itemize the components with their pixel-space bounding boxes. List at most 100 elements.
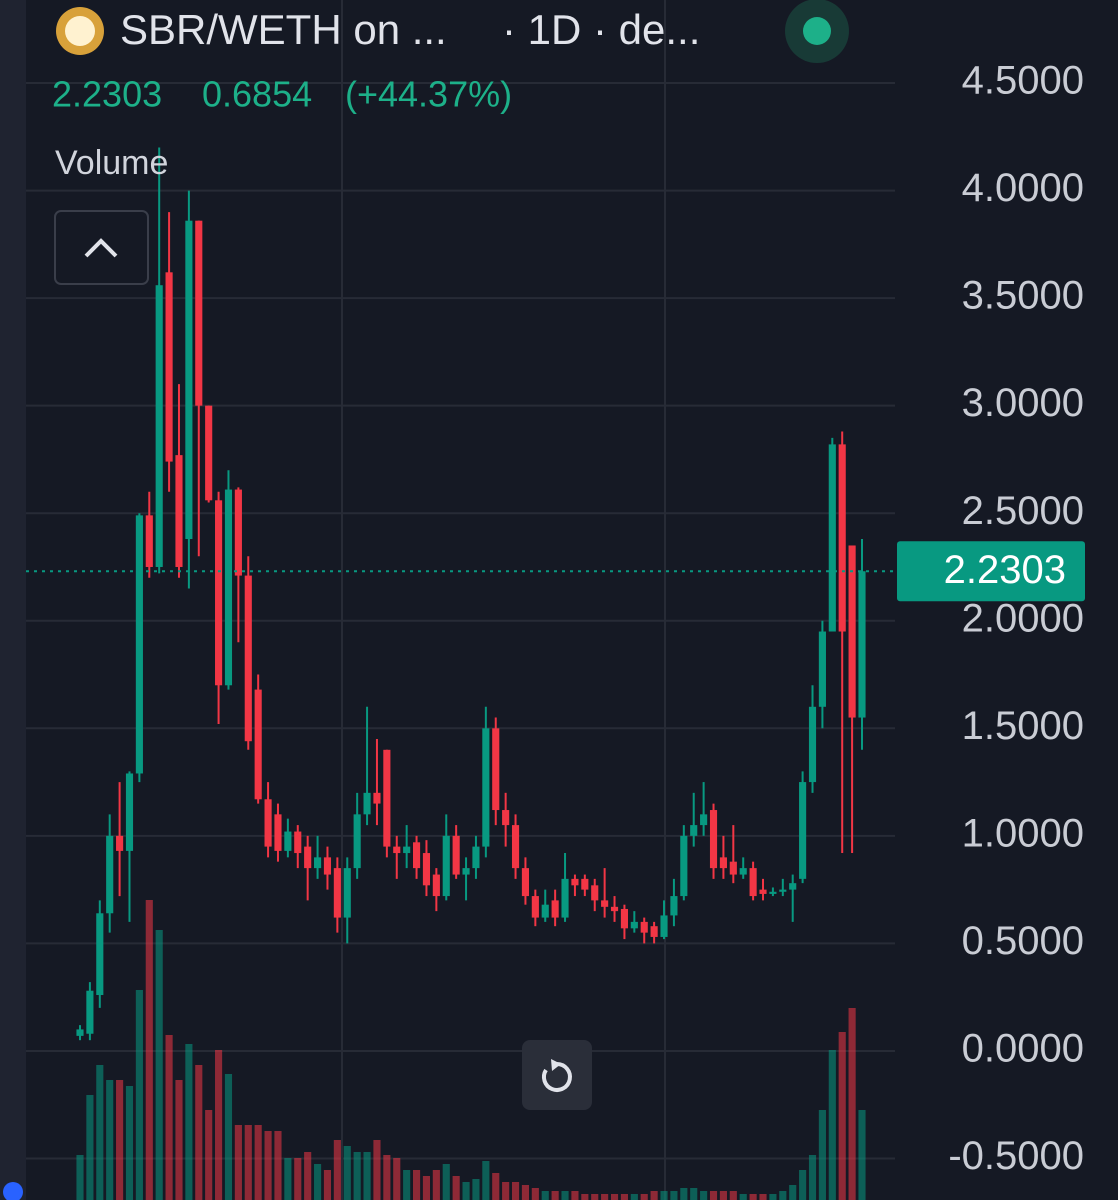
candle-body — [165, 272, 173, 462]
candle-body — [343, 868, 351, 918]
candle-body — [719, 857, 727, 869]
volume-bar — [125, 1086, 134, 1200]
candle-body — [561, 878, 569, 918]
volume-bar — [76, 1155, 84, 1200]
chevron-up — [84, 238, 118, 258]
volume-bar — [234, 1125, 242, 1200]
candle-body — [531, 896, 539, 918]
volume-bar — [442, 1164, 450, 1200]
y-tick-label: 2.5000 — [962, 489, 1084, 533]
candle-body — [215, 500, 223, 686]
candle-body — [422, 853, 431, 886]
candle-body — [779, 889, 787, 892]
volume-bar — [531, 1188, 539, 1200]
reset-arrow — [551, 1059, 561, 1071]
volume-bar — [383, 1155, 391, 1200]
y-tick-label: 3.5000 — [962, 274, 1084, 318]
candle-body — [462, 868, 470, 875]
candle-body — [76, 1029, 84, 1036]
candle-body — [799, 782, 807, 879]
candle-body — [155, 285, 163, 567]
volume-bar — [700, 1191, 708, 1200]
volume-bar — [690, 1188, 698, 1200]
volume-bar — [175, 1080, 183, 1200]
y-tick-label: 4.0000 — [962, 166, 1084, 210]
sidebar — [0, 0, 26, 1200]
candle-body — [403, 846, 411, 854]
candle-body — [472, 846, 480, 869]
volume-bar — [254, 1125, 262, 1200]
volume-bar — [739, 1194, 747, 1200]
candle-body — [601, 900, 609, 907]
candle-body — [135, 515, 143, 774]
volume-bar — [323, 1170, 332, 1200]
candle-body — [660, 915, 668, 937]
candle-body — [502, 810, 510, 826]
volume-bar — [106, 1080, 114, 1200]
candle-body — [729, 861, 737, 875]
volume-bar — [492, 1173, 500, 1200]
y-tick-label: 1.0000 — [962, 811, 1084, 855]
y-tick-label: 1.5000 — [962, 704, 1084, 748]
volume-bar — [571, 1191, 579, 1200]
candle-body — [670, 896, 678, 916]
volume-bar — [789, 1185, 797, 1200]
volume-bar — [284, 1158, 292, 1200]
candle-body — [640, 921, 648, 933]
candle-body — [452, 835, 460, 875]
candle-body — [442, 835, 450, 897]
volume-bar — [333, 1140, 341, 1200]
volume-bar — [373, 1140, 381, 1200]
candle-body — [591, 885, 599, 901]
volume-bar — [452, 1176, 460, 1200]
candle-body — [858, 571, 866, 718]
volume-bar — [858, 1110, 866, 1200]
candle-body — [848, 545, 856, 718]
candle-body — [521, 868, 530, 897]
reset-button-box[interactable] — [522, 1040, 592, 1110]
candle-body — [709, 810, 718, 869]
candle-body — [304, 846, 312, 869]
volume-bar — [640, 1194, 648, 1200]
volume-bar — [759, 1194, 767, 1200]
volume-bar — [472, 1179, 480, 1200]
candle-body — [769, 891, 777, 894]
y-tick-label: -0.5000 — [948, 1134, 1084, 1178]
volume-bar — [135, 990, 143, 1200]
volume-bar — [274, 1131, 282, 1200]
volume-bar — [630, 1194, 638, 1200]
y-tick-label: 0.0000 — [962, 1027, 1084, 1071]
candle-body — [620, 908, 628, 929]
collapse-button-box[interactable] — [54, 210, 149, 285]
volume-bar — [511, 1182, 520, 1200]
volume-bar — [660, 1191, 668, 1200]
volume-bar — [195, 1065, 203, 1200]
collapse-button[interactable] — [54, 210, 149, 285]
candle-body — [116, 835, 124, 851]
volume-bar — [650, 1191, 658, 1200]
volume-bar — [729, 1191, 737, 1200]
candle-body — [828, 444, 836, 632]
reset-button[interactable] — [522, 1040, 592, 1110]
volume-bar — [294, 1158, 302, 1200]
volume-bar — [185, 1044, 193, 1200]
candle-body — [571, 878, 579, 886]
token-logo-inner — [65, 16, 95, 46]
candle-body — [650, 926, 658, 937]
volume-bar — [610, 1194, 619, 1200]
sidebar-dot — [3, 1182, 23, 1200]
candle-body — [383, 749, 391, 847]
volume-bar — [482, 1161, 490, 1200]
volume-bar — [521, 1185, 530, 1200]
volume-bar — [779, 1191, 787, 1200]
volume-bar — [828, 1050, 836, 1200]
candle-body — [432, 874, 440, 897]
volume-bar — [551, 1191, 559, 1200]
last-price-tag — [897, 541, 1085, 602]
volume-bar — [709, 1191, 718, 1200]
volume-bar — [541, 1191, 549, 1200]
candle-body — [254, 689, 262, 800]
volume-bar — [403, 1170, 411, 1200]
